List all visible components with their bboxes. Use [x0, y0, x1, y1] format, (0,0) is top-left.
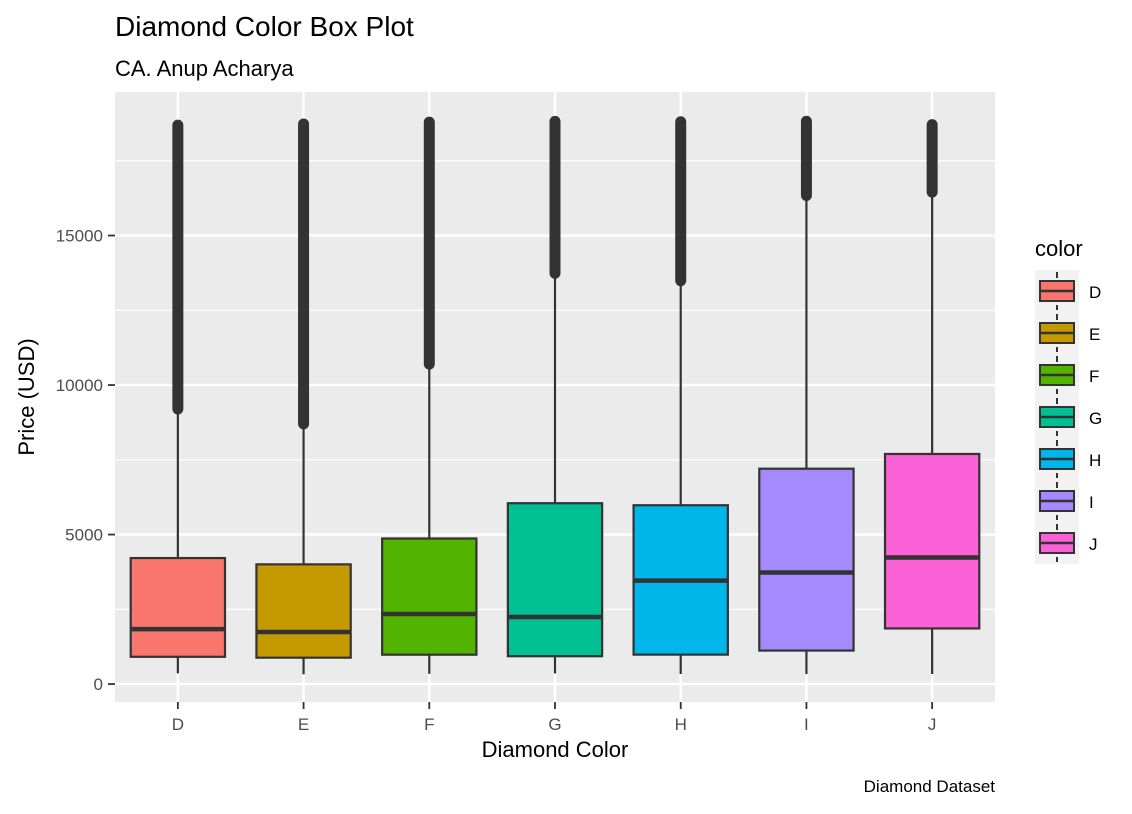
legend-item-I: I — [1039, 482, 1094, 520]
legend: color D E F G H I J — [1035, 236, 1102, 564]
x-axis: D E F G H I J — [172, 702, 937, 734]
chart-caption: Diamond Dataset — [864, 777, 996, 796]
chart-title: Diamond Color Box Plot — [115, 11, 414, 42]
box-H — [632, 116, 729, 674]
legend-label: D — [1089, 283, 1101, 302]
y-axis-title: Price (USD) — [14, 338, 39, 455]
x-tick-label: H — [675, 715, 687, 734]
box-iqr — [883, 452, 981, 630]
y-tick-label: 5000 — [65, 526, 103, 545]
legend-item-G: G — [1039, 398, 1102, 436]
legend-label: J — [1089, 535, 1098, 554]
legend-title: color — [1035, 236, 1083, 261]
legend-label: F — [1089, 367, 1099, 386]
y-tick-label: 15000 — [56, 227, 103, 246]
box-iqr — [758, 467, 855, 652]
box-iqr — [506, 502, 604, 658]
legend-item-E: E — [1039, 314, 1100, 352]
box-F — [381, 116, 478, 674]
box-G — [506, 115, 604, 674]
legend-label: I — [1089, 493, 1094, 512]
legend-label: G — [1089, 409, 1102, 428]
x-tick-label: J — [928, 715, 937, 734]
box-iqr — [129, 556, 227, 658]
legend-items: D E F G H I J — [1035, 270, 1102, 564]
box-D — [129, 119, 227, 674]
box-I — [758, 115, 855, 675]
box-iqr — [381, 537, 478, 656]
x-tick-label: I — [804, 715, 809, 734]
y-tick-label: 0 — [94, 675, 103, 694]
y-axis: 0 5000 10000 15000 — [56, 227, 115, 694]
legend-item-F: F — [1039, 356, 1099, 394]
x-tick-label: G — [548, 715, 561, 734]
legend-item-D: D — [1039, 272, 1101, 310]
x-axis-title: Diamond Color — [482, 737, 629, 762]
box-iqr — [255, 563, 352, 659]
legend-label: H — [1089, 451, 1101, 470]
x-tick-label: F — [424, 715, 434, 734]
legend-label: E — [1089, 325, 1100, 344]
x-tick-label: E — [298, 715, 309, 734]
box-E — [255, 118, 352, 675]
box-J — [883, 119, 981, 675]
legend-item-J: J — [1039, 524, 1098, 562]
chart-subtitle: CA. Anup Acharya — [115, 56, 294, 81]
legend-item-H: H — [1039, 440, 1101, 478]
y-tick-label: 10000 — [56, 376, 103, 395]
box-series — [129, 115, 981, 675]
x-tick-label: D — [172, 715, 184, 734]
